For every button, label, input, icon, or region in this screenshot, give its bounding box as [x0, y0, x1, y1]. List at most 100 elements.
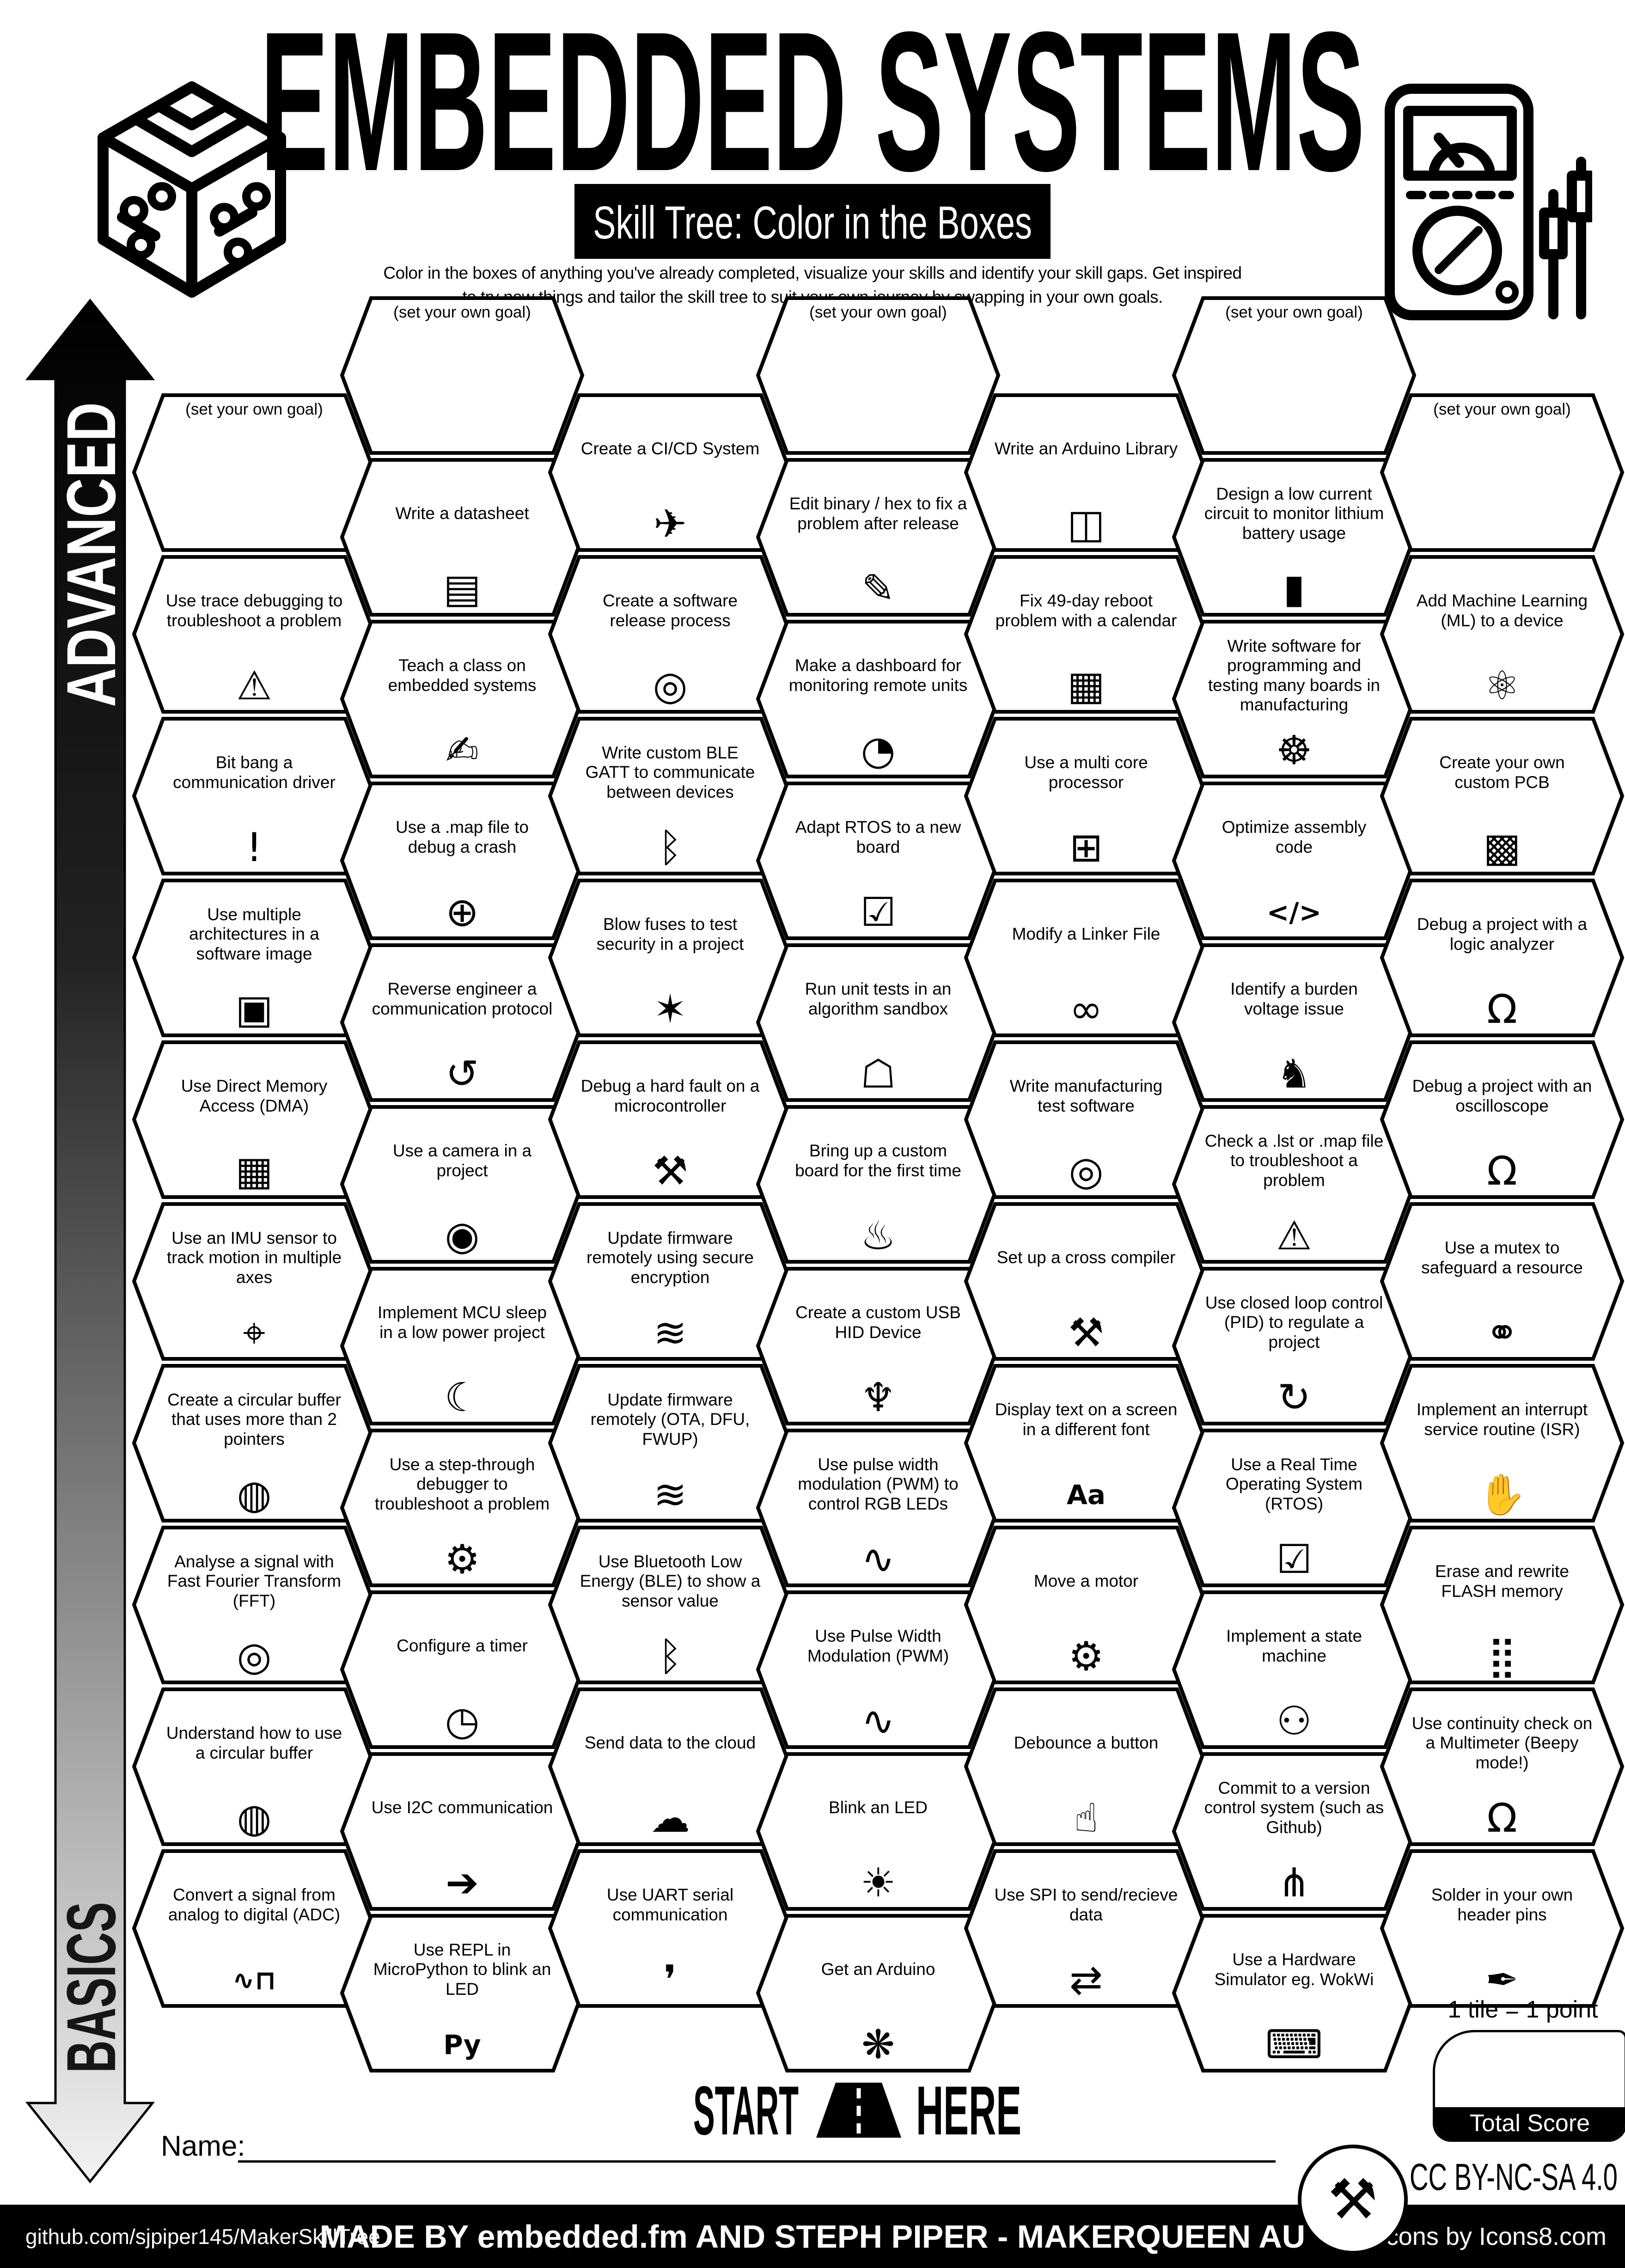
skill-tile[interactable]: Debug a project with an oscilloscope Ω [1380, 1040, 1625, 1199]
axes-icon: ⌖ [243, 1310, 266, 1356]
goal-tile[interactable]: (set your own goal) [756, 296, 1001, 455]
page-title: EMBEDDED SYSTEMS [260, 9, 1365, 194]
skill-label: Bit bang a communication driver [173, 753, 336, 792]
start-here-marker: START HERE [693, 2079, 1021, 2141]
skill-tile[interactable]: Implement an interrupt service routine (… [1380, 1363, 1625, 1523]
skill-label: Set up a cross compiler [996, 1248, 1176, 1267]
skill-label: Blow fuses to test security in a project [596, 915, 744, 954]
multimeter-probes-icon [1385, 84, 1592, 320]
skill-label: Display text on a screen in a different … [995, 1400, 1178, 1439]
skill-tile[interactable]: Use SPI to send/recieve data ⇄ [964, 1849, 1209, 2008]
total-score-box[interactable]: Total Score [1433, 2030, 1625, 2142]
skill-tile[interactable]: Debug a hard fault on a microcontroller ⚒ [548, 1040, 793, 1199]
skill-tile[interactable]: Make a dashboard for monitoring remote u… [756, 619, 1001, 779]
goal-label: (set your own goal) [1225, 303, 1363, 321]
skill-tile[interactable]: Run unit tests in an algorithm sandbox ☖ [756, 943, 1001, 1102]
skill-tile[interactable]: Erase and rewrite FLASH memory ⣿ [1380, 1525, 1625, 1685]
skill-tile[interactable]: Move a motor ⚙ [964, 1525, 1209, 1685]
ring-buffer-icon: ◍ [237, 1472, 272, 1518]
skill-tile[interactable]: Display text on a screen in a different … [964, 1363, 1209, 1523]
skill-tile[interactable]: Understand how to use a circular buffer ◍ [132, 1687, 377, 1846]
skill-tile[interactable]: Create a CI/CD System ✈ [548, 393, 793, 552]
goal-tile[interactable]: (set your own goal) [132, 393, 377, 552]
skill-tile[interactable]: Write software for programming and testi… [1172, 619, 1417, 779]
skill-label: Write a datasheet [395, 504, 529, 523]
skill-tile[interactable]: Debug a project with a logic analyzer Ω [1380, 878, 1625, 1038]
skill-tile[interactable]: Analyse a signal with Fast Fourier Trans… [132, 1525, 377, 1685]
skill-tile[interactable]: Use Direct Memory Access (DMA) ▦ [132, 1040, 377, 1199]
skill-tile[interactable]: Update firmware remotely using secure en… [548, 1202, 793, 1361]
led-icon: ☀ [860, 1860, 896, 1906]
skill-label: Debounce a button [1014, 1733, 1159, 1753]
skill-label: Convert a signal from analog to digital … [168, 1885, 341, 1924]
hexagon-shape [756, 296, 1001, 455]
skill-tile[interactable]: Identify a burden voltage issue ♞ [1172, 943, 1417, 1102]
wifi-lock-icon: ≋ [653, 1310, 687, 1356]
skill-tile[interactable]: Blow fuses to test security in a project… [548, 878, 793, 1038]
handshake-icon: ⚭ [1485, 1310, 1519, 1356]
name-input-line[interactable] [238, 2132, 1276, 2163]
skill-label: Erase and rewrite FLASH memory [1435, 1562, 1569, 1601]
goal-tile[interactable]: (set your own goal) [1380, 393, 1625, 552]
skill-tile[interactable]: Use pulse width modulation (PWM) to cont… [756, 1428, 1001, 1588]
skill-tile[interactable]: Commit to a version control system (such… [1172, 1752, 1417, 1911]
skill-tile[interactable]: Use multiple architectures in a software… [132, 878, 377, 1038]
skill-tile[interactable]: Design a low current circuit to monitor … [1172, 458, 1417, 617]
skill-label: Blink an LED [829, 1798, 928, 1817]
goal-tile[interactable]: (set your own goal) [1172, 296, 1417, 455]
skill-tile[interactable]: Use a multi core processor ⊞ [964, 716, 1209, 876]
skill-tile[interactable]: Create a circular buffer that uses more … [132, 1363, 377, 1523]
chip-cube-icon: ⊞ [1069, 825, 1103, 871]
multimeter-icon: Ω [1487, 1795, 1517, 1841]
skill-tile[interactable]: Use trace debugging to troubleshoot a pr… [132, 555, 377, 714]
skill-tile[interactable]: Write custom BLE GATT to communicate bet… [548, 716, 793, 876]
skill-tile[interactable]: Use an IMU sensor to track motion in mul… [132, 1202, 377, 1361]
skill-label: Update firmware remotely (OTA, DFU, FWUP… [590, 1390, 750, 1449]
skill-tile[interactable]: Use a .map file to debug a crash ⊕ [340, 781, 585, 941]
exclamation-icon: ! [246, 825, 263, 871]
skill-tile[interactable]: Send data to the cloud ☁ [548, 1687, 793, 1846]
road-icon [816, 2083, 901, 2138]
skill-tile[interactable]: Use a Hardware Simulator eg. WokWi ⌨ [1172, 1913, 1417, 2073]
skill-label: Get an Arduino [821, 1960, 935, 1979]
skill-tile[interactable]: Solder in your own header pins ✒ [1380, 1849, 1625, 2008]
skill-tile[interactable]: Set up a cross compiler ⚒ [964, 1202, 1209, 1361]
skill-tile[interactable]: Edit binary / hex to fix a problem after… [756, 458, 1001, 617]
hexagon-shape [1380, 555, 1625, 714]
hand-icon: ✋ [1477, 1472, 1527, 1518]
skill-label: Create your own custom PCB [1439, 753, 1565, 792]
skill-tile[interactable]: Use a mutex to safeguard a resource ⚭ [1380, 1202, 1625, 1361]
skill-tile[interactable]: Use closed loop control (PID) to regulat… [1172, 1266, 1417, 1426]
skill-label: Use Direct Memory Access (DMA) [181, 1076, 328, 1115]
memory-cube-icon: ▦ [235, 1148, 273, 1194]
skill-tile[interactable]: Teach a class on embedded systems ✍ [340, 619, 585, 779]
skill-tile[interactable]: Implement MCU sleep in a low power proje… [340, 1266, 585, 1426]
monitor-warning-icon: ⚠ [236, 663, 272, 709]
press-finger-icon: ☝ [1074, 1795, 1099, 1841]
skill-tile[interactable]: Check a .lst or .map file to troubleshoo… [1172, 1105, 1417, 1264]
monitor-check-icon: ☑ [1276, 1536, 1312, 1583]
skill-tile[interactable]: Create your own custom PCB ▩ [1380, 716, 1625, 876]
skill-tile[interactable]: Create a software release process ◎ [548, 555, 793, 714]
skill-tile[interactable]: Use a camera in a project ◉ [340, 1105, 585, 1264]
skill-tile[interactable]: Use a step-through debugger to troublesh… [340, 1428, 585, 1588]
skill-tile[interactable]: Write an Arduino Library ◫ [964, 393, 1209, 552]
skill-tile[interactable]: Use continuity check on a Multimeter (Be… [1380, 1687, 1625, 1846]
skill-label: Use a camera in a project [392, 1141, 532, 1180]
skill-label: Create a circular buffer that uses more … [167, 1390, 341, 1449]
cube-circuit-icon: ▣ [235, 986, 273, 1033]
skill-tile[interactable]: Convert a signal from analog to digital … [132, 1849, 377, 2008]
skill-tile[interactable]: Update firmware remotely (OTA, DFU, FWUP… [548, 1363, 793, 1523]
skill-tile[interactable]: Add Machine Learning (ML) to a device ⚛ [1380, 555, 1625, 714]
skill-label: Identify a burden voltage issue [1230, 979, 1358, 1018]
skill-label: Add Machine Learning (ML) to a device [1416, 591, 1588, 630]
goal-tile[interactable]: (set your own goal) [340, 296, 585, 455]
skill-tile[interactable]: Use I2C communication ➔ [340, 1752, 585, 1911]
skill-tile[interactable]: Use UART serial communication ❜ [548, 1849, 793, 2008]
skill-label: Use SPI to send/recieve data [994, 1885, 1178, 1924]
skill-tile[interactable]: Use REPL in MicroPython to blink an LED P… [340, 1913, 585, 2073]
skill-tile[interactable]: Reverse engineer a communication protoco… [340, 943, 585, 1102]
skill-tile[interactable]: Bit bang a communication driver! [132, 716, 377, 876]
skill-tile[interactable]: Get an Arduino ❋ [756, 1913, 1001, 2073]
skill-tile[interactable]: Bring up a custom board for the first ti… [756, 1105, 1001, 1264]
